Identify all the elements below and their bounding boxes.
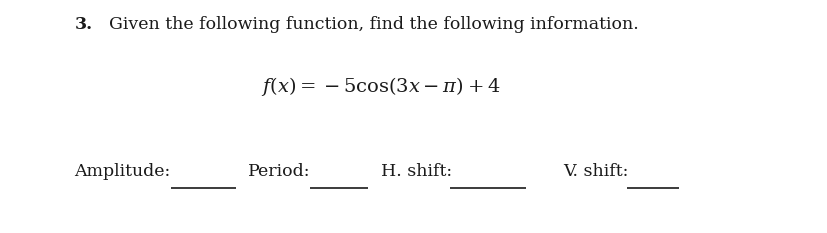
Text: Period:: Period:: [248, 163, 310, 180]
Text: H. shift:: H. shift:: [380, 163, 452, 180]
Text: V. shift:: V. shift:: [562, 163, 628, 180]
Text: Amplitude:: Amplitude:: [74, 163, 170, 180]
Text: Given the following function, find the following information.: Given the following function, find the f…: [109, 16, 638, 33]
Text: $f(x) = -5\cos(3x-\pi)+4$: $f(x) = -5\cos(3x-\pi)+4$: [261, 75, 500, 98]
Text: 3.: 3.: [74, 16, 93, 33]
